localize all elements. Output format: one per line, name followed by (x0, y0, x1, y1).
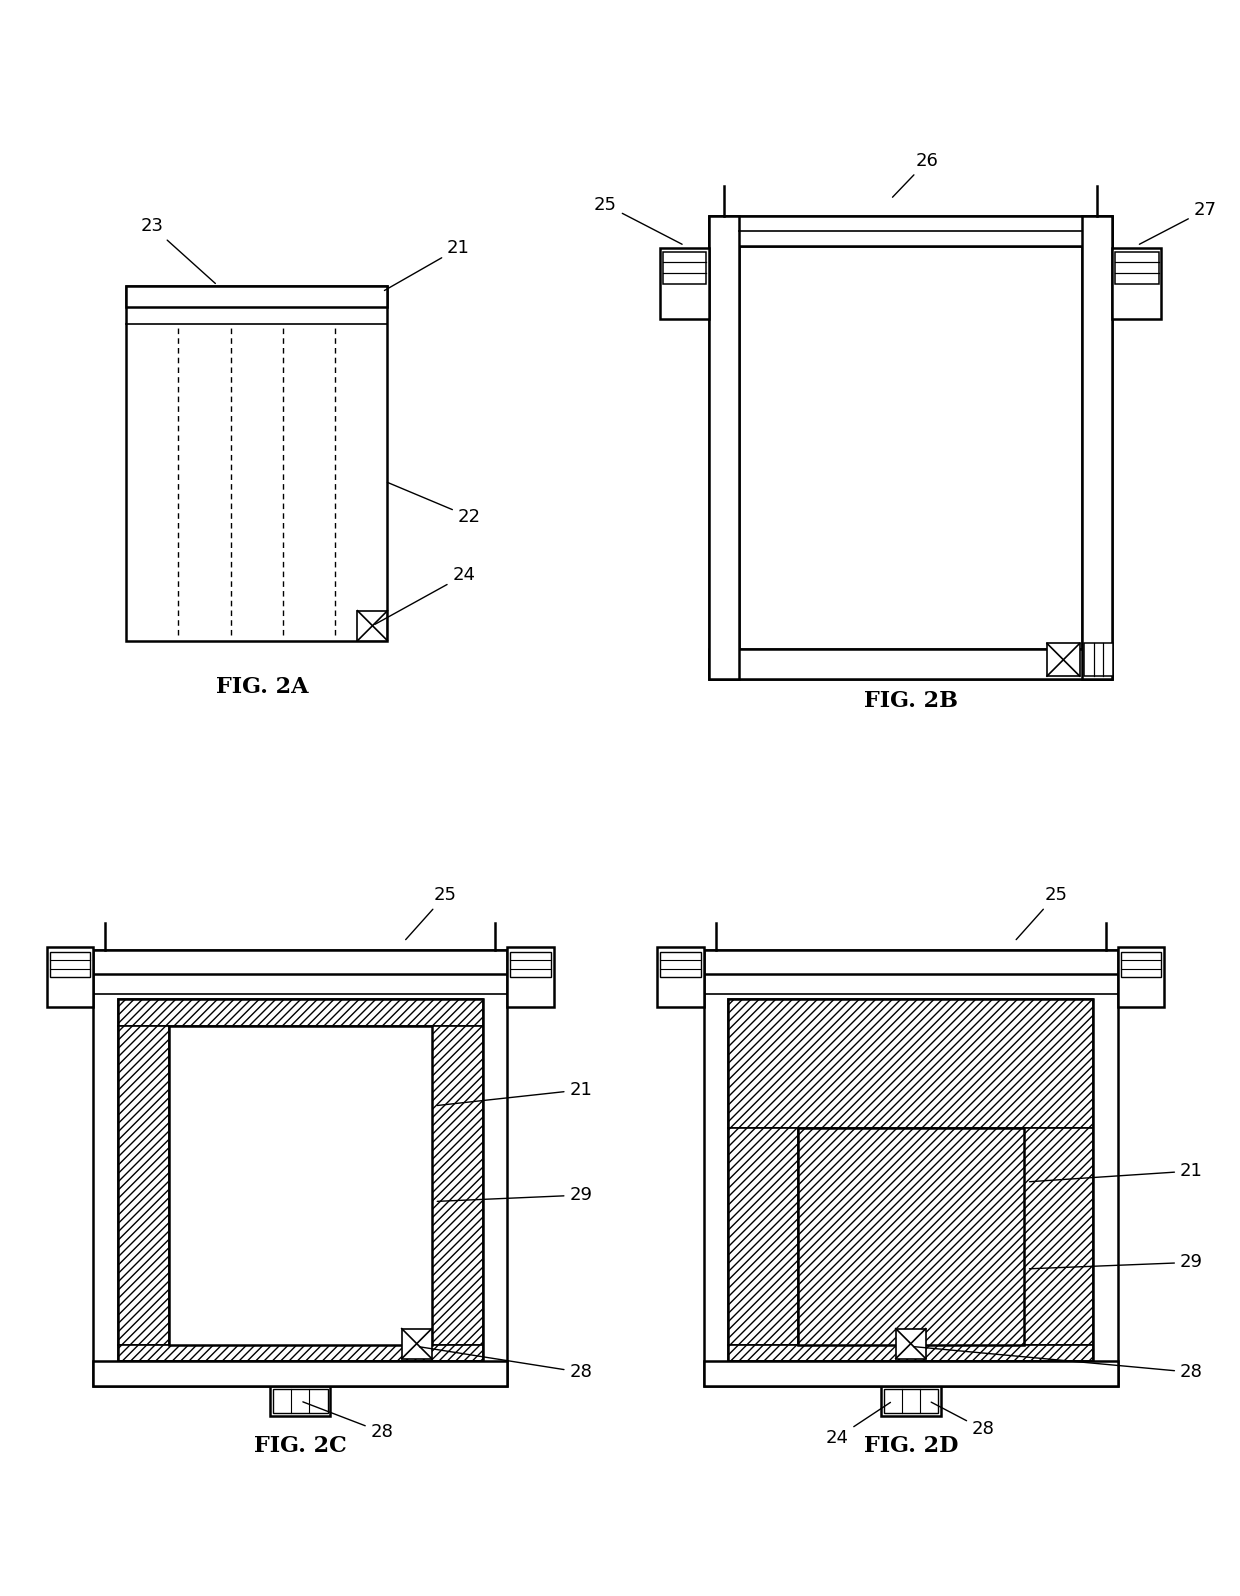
Bar (709, 650, 1112, 678)
Text: 24: 24 (826, 1403, 890, 1446)
Bar (1115, 252, 1158, 284)
Bar (709, 215, 1112, 246)
Bar (507, 946, 554, 1007)
Bar (884, 1389, 937, 1412)
Bar (1117, 946, 1164, 1007)
Text: 24: 24 (374, 567, 475, 624)
Text: 21: 21 (384, 239, 470, 290)
Bar (93, 950, 507, 975)
Bar (118, 1345, 482, 1361)
Bar (1024, 1127, 1094, 1345)
Bar (169, 1026, 432, 1345)
Bar (728, 1345, 1094, 1361)
Bar (660, 249, 709, 319)
Bar (703, 950, 1117, 975)
Bar (709, 215, 1112, 678)
Text: 28: 28 (419, 1347, 593, 1381)
Text: 28: 28 (931, 1403, 994, 1438)
Bar (1084, 643, 1114, 677)
Bar (728, 999, 1094, 1361)
Bar (118, 1026, 169, 1345)
Bar (1047, 643, 1080, 677)
Text: FIG. 2C: FIG. 2C (254, 1435, 347, 1457)
Bar (118, 999, 482, 1361)
Bar (50, 951, 91, 977)
Bar (739, 246, 1083, 650)
Text: FIG. 2B: FIG. 2B (864, 689, 957, 712)
Bar (402, 1328, 432, 1358)
Text: 29: 29 (1029, 1253, 1203, 1272)
Text: 25: 25 (594, 196, 682, 244)
Bar (728, 999, 1094, 1127)
Text: 25: 25 (405, 886, 456, 940)
Bar (47, 946, 93, 1007)
Text: 22: 22 (387, 482, 481, 525)
Bar (880, 1385, 941, 1416)
Text: 21: 21 (438, 1080, 593, 1106)
Bar (709, 215, 739, 678)
Bar (728, 1127, 797, 1345)
Text: 26: 26 (893, 152, 939, 198)
Bar (797, 1127, 1024, 1345)
Bar (357, 611, 387, 640)
Bar (703, 950, 1117, 1385)
Bar (895, 1328, 926, 1358)
Bar (93, 950, 507, 1385)
Text: 21: 21 (1029, 1162, 1203, 1181)
Text: 28: 28 (303, 1401, 393, 1441)
Bar (273, 1389, 327, 1412)
Bar (663, 252, 707, 284)
Bar (657, 946, 703, 1007)
Bar (118, 999, 482, 1026)
Bar (660, 951, 701, 977)
Bar (93, 1361, 507, 1385)
Text: FIG. 2D: FIG. 2D (863, 1435, 959, 1457)
Text: FIG. 2A: FIG. 2A (216, 677, 309, 697)
Bar (126, 286, 387, 640)
Bar (1112, 249, 1162, 319)
Bar (1121, 951, 1162, 977)
Text: 25: 25 (1016, 886, 1068, 940)
Text: 27: 27 (1140, 201, 1216, 244)
Text: 28: 28 (914, 1347, 1203, 1381)
Bar (126, 286, 387, 306)
Bar (432, 1026, 482, 1345)
Bar (270, 1385, 330, 1416)
Text: 29: 29 (438, 1186, 593, 1203)
Bar (703, 1361, 1117, 1385)
Text: 23: 23 (140, 217, 216, 284)
Bar (1083, 215, 1112, 678)
Bar (510, 951, 551, 977)
